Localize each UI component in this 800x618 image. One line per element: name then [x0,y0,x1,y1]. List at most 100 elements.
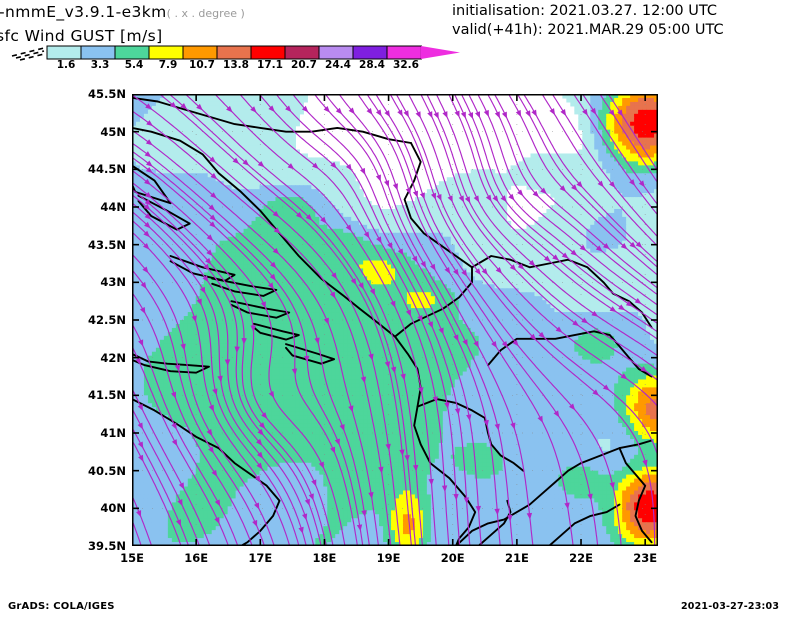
gust-cell [135,109,141,115]
gust-cell [594,97,599,103]
gust-cell [355,280,360,285]
gust-cell [255,121,261,127]
gust-cell [558,212,563,218]
gust-cell [171,109,177,115]
gust-cell [650,149,655,155]
gust-cell [275,252,281,258]
gust-cell [466,252,472,258]
gust-cell [183,181,189,186]
gust-cell [634,256,639,262]
gust-cell [155,244,161,250]
gust-cell [610,244,615,250]
gust-cell [418,260,424,266]
colorbar-segment [386,45,422,60]
gust-cell [263,149,269,155]
gust-cell [622,224,627,230]
gust-cell [646,157,651,162]
gust-cell [155,240,161,246]
gust-cell [135,216,141,222]
gust-cell [287,244,292,250]
colorbar-segment [80,45,116,60]
gust-cell [191,248,197,254]
gust-cell [295,216,300,222]
gust-cell [530,181,536,186]
gust-cell [414,220,420,226]
gust-cell [335,268,340,274]
gust-cell [215,193,221,198]
gust-cell [458,220,464,226]
gust-cell [402,272,408,277]
gust-cell [247,105,253,111]
gust-cell [251,177,257,182]
gust-cell [558,272,563,277]
gust-cell [167,177,173,182]
gust-cell [618,177,623,182]
gust-cell [227,208,233,214]
gust-cell [406,248,412,254]
gust-cell [255,141,261,147]
gust-cell [171,129,177,135]
gust-cell [490,177,496,182]
gust-cell [654,149,658,155]
gust-cell [203,161,209,166]
gust-cell [498,256,504,262]
gust-cell [490,284,496,289]
gust-cell [542,284,548,289]
gust-cell [379,228,384,234]
gust-cell [594,129,599,135]
gust-cell [351,268,356,274]
gust-cell [598,117,603,123]
gust-cell [343,228,348,234]
gust-cell [626,141,631,147]
gust-cell [167,105,173,111]
gust-cell [163,121,169,127]
gust-cell [582,212,587,218]
gust-cell [155,133,161,139]
gust-cell [327,228,332,234]
gust-cell [458,260,464,266]
gust-cell [279,189,285,194]
gust-cell [251,272,257,277]
gust-cell [275,181,281,186]
gust-cell [291,94,296,99]
gust-cell [167,205,173,210]
map-panel[interactable] [132,94,658,546]
gust-cell [490,268,496,274]
gust-cell [283,105,288,111]
gust-cell [582,228,587,234]
gust-cell [199,284,205,289]
gust-cell [159,272,165,277]
gust-cell [267,260,273,266]
gust-cell [638,189,643,194]
gust-cell [482,264,488,270]
gust-cell [387,232,392,238]
gust-cell [398,212,404,218]
gust-cell [594,240,599,246]
gust-cell [630,165,635,170]
gust-cell [291,252,296,258]
gust-cell [243,169,249,174]
gust-cell [486,240,492,246]
gust-cell [375,272,380,277]
gust-cell [554,280,559,285]
gust-cell [618,141,623,147]
gust-cell [622,193,627,198]
gust-cell [267,264,273,270]
gust-cell [486,228,492,234]
gust-cell [498,220,504,226]
gust-cell [171,121,177,127]
gust-cell [550,153,555,159]
gust-cell [606,153,611,159]
gust-cell [646,173,651,178]
gust-cell [307,240,312,246]
gust-cell [191,125,197,131]
gust-cell [183,208,189,214]
gust-cell [518,248,524,254]
gust-cell [203,236,209,242]
gust-cell [267,197,273,202]
gust-cell [546,185,551,190]
gust-cell [231,256,237,262]
gust-cell [339,280,344,285]
gust-cell [486,201,492,206]
gust-cell [223,201,229,206]
